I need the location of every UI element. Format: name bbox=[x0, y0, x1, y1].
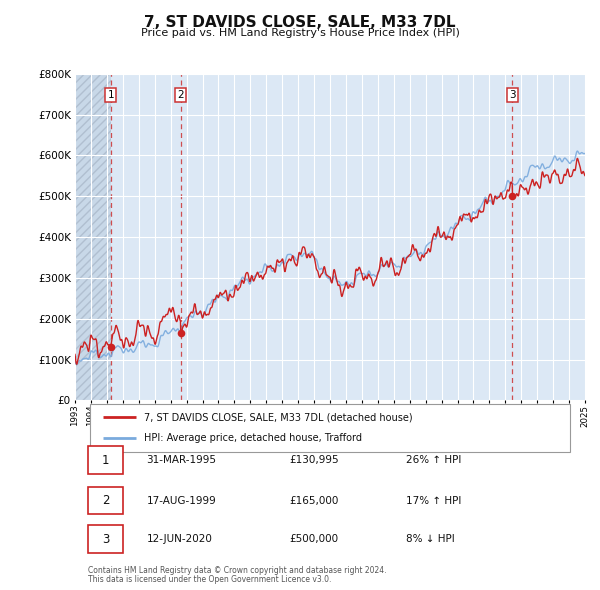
Text: Contains HM Land Registry data © Crown copyright and database right 2024.: Contains HM Land Registry data © Crown c… bbox=[88, 566, 386, 575]
Text: 7, ST DAVIDS CLOSE, SALE, M33 7DL (detached house): 7, ST DAVIDS CLOSE, SALE, M33 7DL (detac… bbox=[144, 412, 412, 422]
Text: 3: 3 bbox=[102, 533, 109, 546]
Text: 12-JUN-2020: 12-JUN-2020 bbox=[146, 534, 212, 544]
Text: 2: 2 bbox=[102, 494, 109, 507]
Text: £500,000: £500,000 bbox=[289, 534, 338, 544]
Text: 7, ST DAVIDS CLOSE, SALE, M33 7DL: 7, ST DAVIDS CLOSE, SALE, M33 7DL bbox=[144, 15, 456, 30]
Text: £165,000: £165,000 bbox=[289, 496, 338, 506]
FancyBboxPatch shape bbox=[90, 404, 570, 452]
FancyBboxPatch shape bbox=[88, 487, 124, 514]
Text: £130,995: £130,995 bbox=[289, 455, 339, 465]
Bar bbox=[75, 74, 111, 401]
Text: This data is licensed under the Open Government Licence v3.0.: This data is licensed under the Open Gov… bbox=[88, 575, 331, 584]
Text: 2: 2 bbox=[177, 90, 184, 100]
Text: 8% ↓ HPI: 8% ↓ HPI bbox=[407, 534, 455, 544]
Text: Price paid vs. HM Land Registry's House Price Index (HPI): Price paid vs. HM Land Registry's House … bbox=[140, 28, 460, 38]
Text: HPI: Average price, detached house, Trafford: HPI: Average price, detached house, Traf… bbox=[144, 434, 362, 444]
Text: 3: 3 bbox=[509, 90, 516, 100]
Text: 1: 1 bbox=[102, 454, 109, 467]
FancyBboxPatch shape bbox=[88, 446, 124, 474]
Text: 17-AUG-1999: 17-AUG-1999 bbox=[146, 496, 216, 506]
Text: 26% ↑ HPI: 26% ↑ HPI bbox=[407, 455, 462, 465]
Text: 17% ↑ HPI: 17% ↑ HPI bbox=[407, 496, 462, 506]
Bar bbox=[75, 74, 111, 401]
Text: 1: 1 bbox=[107, 90, 114, 100]
FancyBboxPatch shape bbox=[88, 525, 124, 553]
Text: 31-MAR-1995: 31-MAR-1995 bbox=[146, 455, 217, 465]
